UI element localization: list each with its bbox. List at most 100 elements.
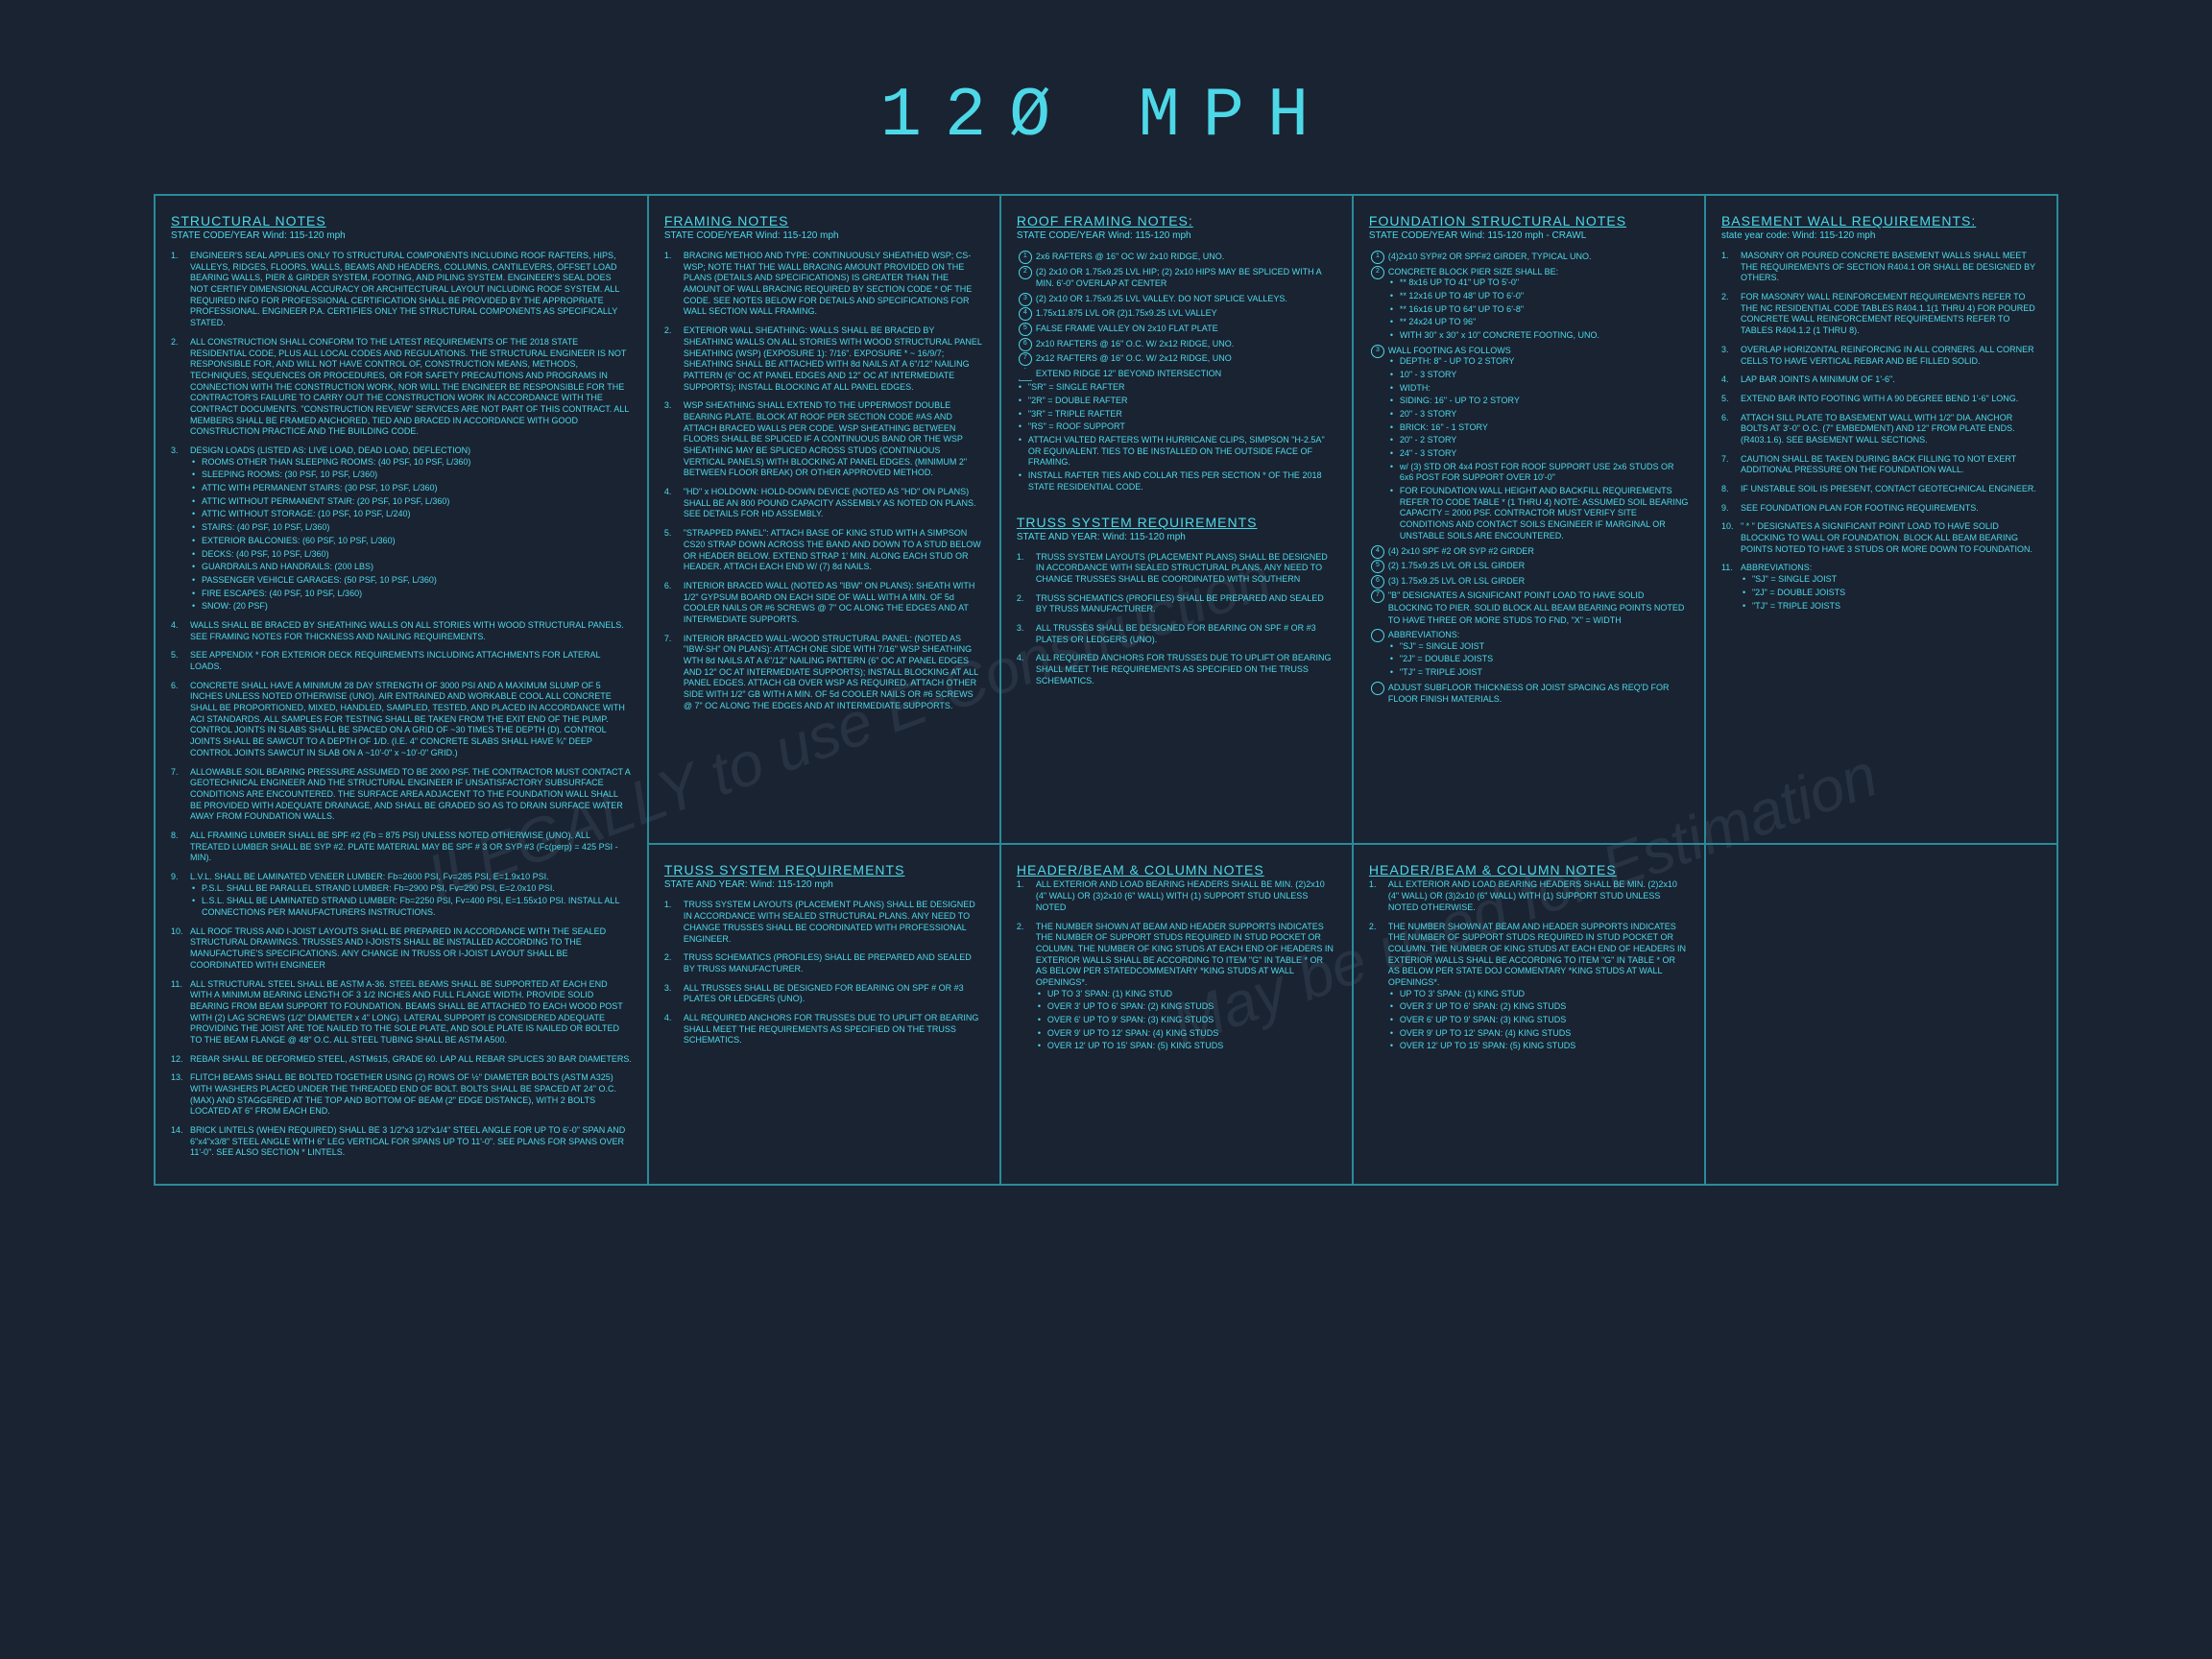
- page-title: 12Ø MPH: [0, 0, 2212, 194]
- list-subitem: FOR FOUNDATION WALL HEIGHT AND BACKFILL …: [1400, 486, 1689, 541]
- list-subitem: "TJ" = TRIPLE JOISTS: [1752, 601, 2041, 613]
- list-item: "STRAPPED PANEL": ATTACH BASE OF KING ST…: [680, 528, 984, 573]
- list-item: ALL TRUSSES SHALL BE DESIGNED FOR BEARIN…: [1032, 623, 1336, 645]
- list-item: BRICK LINTELS (WHEN REQUIRED) SHALL BE 3…: [186, 1125, 632, 1159]
- list-subitem: SIDING: 16" - UP TO 2 STORY: [1400, 396, 1689, 407]
- list-subitem: "2J" = DOUBLE JOISTS: [1752, 588, 2041, 599]
- list-subitem: OVER 3' UP TO 6' SPAN: (2) KING STUDS: [1047, 1001, 1336, 1013]
- section-sub: STATE CODE/YEAR Wind: 115-120 mph: [171, 230, 632, 241]
- list-item: THE NUMBER SHOWN AT BEAM AND HEADER SUPP…: [1384, 922, 1689, 1053]
- list-item: CONCRETE SHALL HAVE A MINIMUM 28 DAY STR…: [186, 681, 632, 759]
- list-subitem: WIDTH:: [1400, 383, 1689, 395]
- roof-item: FALSE FRAME VALLEY ON 2x10 FLAT PLATE: [1036, 323, 1336, 335]
- list-item: TRUSS SYSTEM LAYOUTS (PLACEMENT PLANS) S…: [680, 900, 984, 945]
- list-subitem: ATTIC WITHOUT PERMANENT STAIR: (20 PSF, …: [202, 496, 632, 508]
- list-subitem: DEPTH: 8" - UP TO 2 STORY: [1400, 356, 1689, 368]
- section-title: TRUSS SYSTEM REQUIREMENTS: [1017, 515, 1336, 530]
- structural-list: ENGINEER'S SEAL APPLIES ONLY TO STRUCTUR…: [171, 251, 632, 1159]
- fnd-item: CONCRETE BLOCK PIER SIZE SHALL BE:** 8x1…: [1388, 266, 1689, 342]
- list-subitem: SNOW: (20 PSF): [202, 601, 632, 613]
- section-sub: STATE CODE/YEAR Wind: 115-120 mph - CRAW…: [1369, 230, 1689, 241]
- list-item: ALL STRUCTURAL STEEL SHALL BE ASTM A-36.…: [186, 979, 632, 1046]
- list-subitem: FIRE ESCAPES: (40 PSF, 10 PSF, L/360): [202, 589, 632, 600]
- section-title: FRAMING NOTES: [664, 213, 984, 228]
- list-subitem: ** 16x16 UP TO 64" UP TO 6'-8": [1400, 304, 1689, 316]
- list-subitem: "2J" = DOUBLE JOISTS: [1400, 654, 1689, 665]
- fnd-item: (3) 1.75x9.25 LVL OR LSL GIRDER: [1388, 575, 1689, 588]
- list-subitem: "SJ" = SINGLE JOIST: [1400, 641, 1689, 653]
- list-item: MASONRY OR POURED CONCRETE BASEMENT WALL…: [1737, 251, 2041, 284]
- section-title: TRUSS SYSTEM REQUIREMENTS: [664, 862, 984, 878]
- list-subitem: 20" - 3 STORY: [1400, 409, 1689, 421]
- list-item: TRUSS SCHEMATICS (PROFILES) SHALL BE PRE…: [680, 952, 984, 974]
- header1-cell: HEADER/BEAM & COLUMN NOTES ALL EXTERIOR …: [1000, 844, 1353, 1185]
- list-item: BRACING METHOD AND TYPE: CONTINUOUSLY SH…: [680, 251, 984, 318]
- framing-list: BRACING METHOD AND TYPE: CONTINUOUSLY SH…: [664, 251, 984, 711]
- fnd-item: "B" DESIGNATES A SIGNIFICANT POINT LOAD …: [1388, 589, 1689, 626]
- list-subitem: ** 12x16 UP TO 48" UP TO 6'-0": [1400, 291, 1689, 302]
- list-item: LAP BAR JOINTS A MINIMUM OF 1'-6".: [1737, 374, 2041, 386]
- fnd-item: (4)2x10 SYP#2 OR SPF#2 GIRDER, TYPICAL U…: [1388, 251, 1689, 263]
- list-item: INTERIOR BRACED WALL-WOOD STRUCTURAL PAN…: [680, 634, 984, 712]
- list-item: "SR" = SINGLE RAFTER: [1028, 382, 1336, 394]
- roof-item: (2) 2x10 OR 1.75x9.25 LVL VALLEY. DO NOT…: [1036, 293, 1336, 305]
- list-subitem: OVER 3' UP TO 6' SPAN: (2) KING STUDS: [1400, 1001, 1689, 1013]
- list-item: "RS" = ROOF SUPPORT: [1028, 421, 1336, 433]
- list-subitem: BRICK: 16" - 1 STORY: [1400, 422, 1689, 434]
- foundation-cell: FOUNDATION STRUCTURAL NOTES STATE CODE/Y…: [1353, 195, 1705, 844]
- list-subitem: OVER 12' UP TO 15' SPAN: (5) KING STUDS: [1047, 1041, 1336, 1052]
- list-item: REBAR SHALL BE DEFORMED STEEL, ASTM615, …: [186, 1054, 632, 1066]
- list-item: L.V.L. SHALL BE LAMINATED VENEER LUMBER:…: [186, 872, 632, 919]
- list-subitem: P.S.L. SHALL BE PARALLEL STRAND LUMBER: …: [202, 883, 632, 895]
- list-item: ALL REQUIRED ANCHORS FOR TRUSSES DUE TO …: [680, 1013, 984, 1046]
- section-sub: STATE AND YEAR: Wind: 115-120 mph: [664, 879, 984, 890]
- section-sub: STATE AND YEAR: Wind: 115-120 mph: [1017, 532, 1336, 542]
- list-subitem: 10" - 3 STORY: [1400, 370, 1689, 381]
- list-item: ALLOWABLE SOIL BEARING PRESSURE ASSUMED …: [186, 767, 632, 823]
- list-subitem: ATTIC WITH PERMANENT STAIRS: (30 PSF, 10…: [202, 483, 632, 494]
- list-subitem: L.S.L. SHALL BE LAMINATED STRAND LUMBER:…: [202, 896, 632, 918]
- list-item: SEE APPENDIX * FOR EXTERIOR DECK REQUIRE…: [186, 650, 632, 672]
- list-item: FOR MASONRY WALL REINFORCEMENT REQUIREME…: [1737, 292, 2041, 337]
- roof-list: 2x6 RAFTERS @ 16" OC W/ 2x10 RIDGE, UNO.…: [1017, 251, 1336, 379]
- list-subitem: OVER 6' UP TO 9' SPAN: (3) KING STUDS: [1047, 1015, 1336, 1026]
- list-subitem: UP TO 3' SPAN: (1) KING STUD: [1047, 989, 1336, 1000]
- section-title: FOUNDATION STRUCTURAL NOTES: [1369, 213, 1689, 228]
- roof-cell: ROOF FRAMING NOTES: STATE CODE/YEAR Wind…: [1000, 195, 1353, 844]
- list-item: TRUSS SYSTEM LAYOUTS (PLACEMENT PLANS) S…: [1032, 552, 1336, 586]
- framing-cell: FRAMING NOTES STATE CODE/YEAR Wind: 115-…: [648, 195, 1000, 844]
- list-item: INSTALL RAFTER TIES AND COLLAR TIES PER …: [1028, 470, 1336, 493]
- list-item: WSP SHEATHING SHALL EXTEND TO THE UPPERM…: [680, 400, 984, 479]
- roof-item: 2x12 RAFTERS @ 16" O.C. W/ 2x12 RIDGE, U…: [1036, 352, 1336, 365]
- list-item: ATTACH SILL PLATE TO BASEMENT WALL WITH …: [1737, 413, 2041, 446]
- list-item: WALLS SHALL BE BRACED BY SHEATHING WALLS…: [186, 620, 632, 642]
- foundation-list: (4)2x10 SYP#2 OR SPF#2 GIRDER, TYPICAL U…: [1369, 251, 1689, 706]
- list-item: "HD" x HOLDOWN: HOLD-DOWN DEVICE (NOTED …: [680, 487, 984, 520]
- roof-item: 1.75x11.875 LVL OR (2)1.75x9.25 LVL VALL…: [1036, 307, 1336, 320]
- truss2-cell: TRUSS SYSTEM REQUIREMENTS STATE AND YEAR…: [648, 844, 1000, 1185]
- list-item: IF UNSTABLE SOIL IS PRESENT, CONTACT GEO…: [1737, 484, 2041, 495]
- list-subitem: OVER 9' UP TO 12' SPAN: (4) KING STUDS: [1047, 1028, 1336, 1040]
- list-subitem: "SJ" = SINGLE JOIST: [1752, 574, 2041, 586]
- list-subitem: PASSENGER VEHICLE GARAGES: (50 PSF, 10 P…: [202, 575, 632, 587]
- list-item: CAUTION SHALL BE TAKEN DURING BACK FILLI…: [1737, 454, 2041, 476]
- list-subitem: 20" - 2 STORY: [1400, 435, 1689, 446]
- roof-item: 2x10 RAFTERS @ 16" O.C. W/ 2x12 RIDGE, U…: [1036, 338, 1336, 350]
- list-subitem: 24" - 3 STORY: [1400, 448, 1689, 460]
- list-item: THE NUMBER SHOWN AT BEAM AND HEADER SUPP…: [1032, 922, 1336, 1053]
- list-item: ALL FRAMING LUMBER SHALL BE SPF #2 (Fb =…: [186, 830, 632, 864]
- roof-item: 2x6 RAFTERS @ 16" OC W/ 2x10 RIDGE, UNO.: [1036, 251, 1336, 263]
- roof-tail: ATTACH VALTED RAFTERS WITH HURRICANE CLI…: [1017, 435, 1336, 493]
- roof-legend: "SR" = SINGLE RAFTER"2R" = DOUBLE RAFTER…: [1017, 382, 1336, 433]
- basement-cell: BASEMENT WALL REQUIREMENTS: state year c…: [1705, 195, 2057, 844]
- section-title: STRUCTURAL NOTES: [171, 213, 632, 228]
- list-subitem: EXTERIOR BALCONIES: (60 PSF, 10 PSF, L/3…: [202, 536, 632, 547]
- section-title: HEADER/BEAM & COLUMN NOTES: [1017, 862, 1336, 878]
- list-item: " * " DESIGNATES A SIGNIFICANT POINT LOA…: [1737, 521, 2041, 555]
- fnd-item: (4) 2x10 SPF #2 OR SYP #2 GIRDER: [1388, 545, 1689, 558]
- list-item: EXTEND BAR INTO FOOTING WITH A 90 DEGREE…: [1737, 394, 2041, 405]
- list-subitem: ATTIC WITHOUT STORAGE: (10 PSF, 10 PSF, …: [202, 509, 632, 520]
- list-item: INTERIOR BRACED WALL (NOTED AS "IBW" ON …: [680, 581, 984, 626]
- fnd-item: ABBREVIATIONS:"SJ" = SINGLE JOIST"2J" = …: [1388, 629, 1689, 679]
- list-subitem: ** 8x16 UP TO 41" UP TO 5'-0": [1400, 277, 1689, 289]
